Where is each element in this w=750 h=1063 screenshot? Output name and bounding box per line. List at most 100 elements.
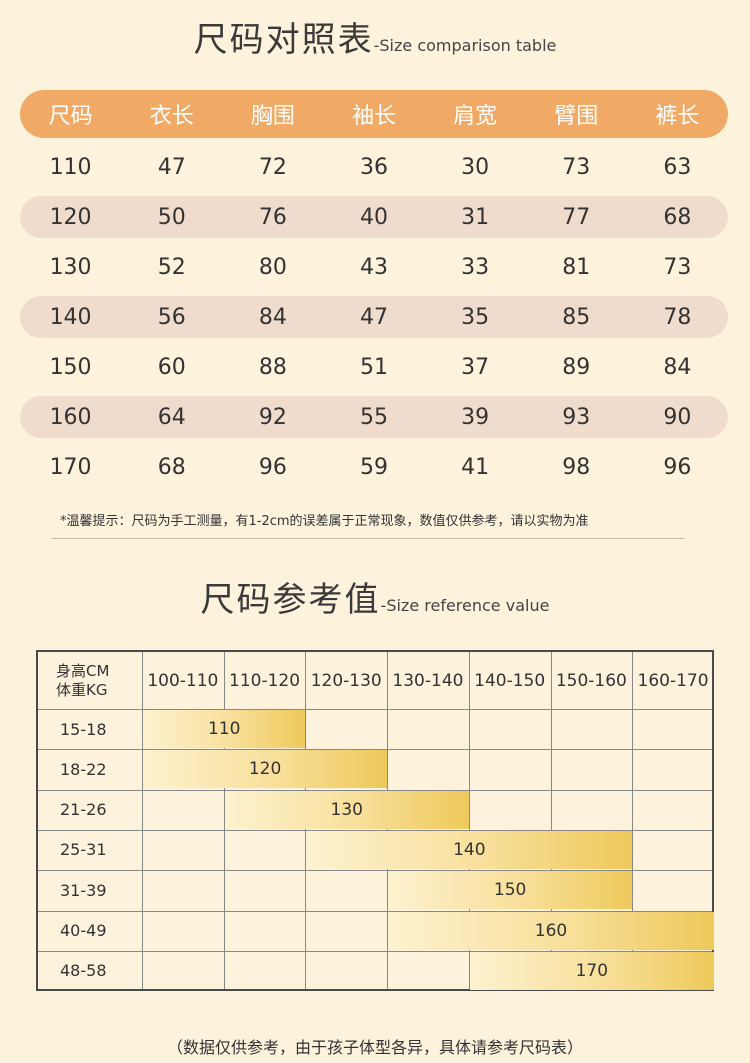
header-cell: 衣长: [149, 104, 194, 129]
table-row: 140 56 84 47 35 85 78: [20, 296, 728, 338]
table-row: 160 64 92 55 39 93 90: [20, 396, 728, 438]
height-range-header: 150-160: [555, 670, 627, 691]
table-cell: 60: [157, 354, 186, 380]
table-cell: 73: [562, 154, 591, 180]
table-cell: 68: [157, 454, 186, 480]
table-cell: 76: [258, 204, 287, 230]
height-range-header: 110-120: [229, 670, 301, 691]
table-cell: 78: [663, 304, 692, 330]
table-cell: 47: [359, 304, 388, 330]
table-cell: 92: [258, 404, 287, 430]
recommended-size-bar: 150: [388, 871, 633, 910]
table-cell: 93: [562, 404, 591, 430]
table-cell: 41: [461, 454, 490, 480]
table-cell: 77: [562, 204, 591, 230]
measurement-note: *温馨提示：尺码为手工测量，有1-2cm的误差属于正常现象，数值仅供参考，请以实…: [60, 514, 589, 529]
table-cell: 160: [49, 404, 92, 430]
table-cell: 96: [663, 454, 692, 480]
header-cell: 尺码: [48, 104, 93, 129]
grid-horizontal-line: [38, 870, 712, 872]
table-cell: 40: [359, 204, 388, 230]
table-cell: 96: [258, 454, 287, 480]
grid-horizontal-line: [38, 910, 712, 912]
weight-range-label: 31-39: [60, 880, 107, 900]
table-cell: 81: [562, 254, 591, 280]
height-axis-label: 身高CM: [56, 661, 110, 680]
table-cell: 110: [49, 154, 92, 180]
recommended-size-bar: 140: [306, 830, 633, 869]
height-range-header: 120-130: [310, 670, 382, 691]
table-cell: 80: [258, 254, 287, 280]
size-comparison-title-en: -Size comparison table: [373, 36, 557, 55]
header-cell: 胸围: [250, 104, 295, 129]
table-cell: 50: [157, 204, 186, 230]
grid-vertical-line: [468, 652, 470, 989]
weight-range-label: 48-58: [60, 961, 107, 981]
table-row: 150 60 88 51 37 89 84: [20, 346, 728, 388]
header-cell: 袖长: [351, 104, 396, 129]
table-cell: 37: [461, 354, 490, 380]
height-range-header: 130-140: [392, 670, 464, 691]
size-reference-title-en: -Size reference value: [380, 596, 550, 615]
grid-horizontal-line: [38, 829, 712, 831]
table-header: 尺码 衣长 胸围 袖长 肩宽 臂围 裤长: [20, 90, 728, 138]
table-cell: 63: [663, 154, 692, 180]
size-comparison-title: 尺码对照表-Size comparison table: [0, 12, 750, 61]
table-cell: 120: [49, 204, 92, 230]
table-cell: 35: [461, 304, 490, 330]
table-cell: 39: [461, 404, 490, 430]
table-cell: 30: [461, 154, 490, 180]
weight-axis-label: 体重KG: [56, 680, 108, 699]
table-cell: 43: [359, 254, 388, 280]
table-cell: 56: [157, 304, 186, 330]
grid-vertical-line: [223, 652, 225, 989]
size-reference-grid: 身高CM 体重KG 100-110 110-120 120-130 130-140 14…: [36, 650, 714, 991]
grid-vertical-line: [550, 652, 552, 989]
table-cell: 89: [562, 354, 591, 380]
grid-corner-label: 身高CM 体重KG: [38, 652, 142, 709]
table-cell: 33: [461, 254, 490, 280]
table-cell: 64: [157, 404, 186, 430]
grid-vertical-line: [632, 652, 634, 989]
recommended-size-bar: 130: [224, 790, 469, 829]
table-cell: 90: [663, 404, 692, 430]
table-cell: 59: [359, 454, 388, 480]
table-cell: 84: [258, 304, 287, 330]
table-cell: 170: [49, 454, 92, 480]
table-cell: 72: [258, 154, 287, 180]
table-cell: 47: [157, 154, 186, 180]
recommended-size-bar: 120: [143, 750, 388, 789]
table-row: 130 52 80 43 33 81 73: [20, 246, 728, 288]
grid-vertical-line: [142, 652, 143, 989]
height-range-header: 140-150: [474, 670, 546, 691]
grid-horizontal-line: [38, 749, 712, 751]
header-cell: 裤长: [655, 104, 700, 129]
weight-range-label: 40-49: [60, 921, 107, 940]
table-cell: 140: [49, 304, 92, 330]
grid-horizontal-line: [38, 709, 712, 710]
table-cell: 55: [359, 404, 388, 430]
header-cell: 臂围: [554, 104, 599, 129]
table-cell: 85: [562, 304, 591, 330]
table-row: 170 68 96 59 41 98 96: [20, 446, 728, 488]
table-body: 110 47 72 36 30 73 63 120 50 76 40 31 77 68 130 52 80 43 3…: [20, 146, 728, 488]
grid-horizontal-line: [38, 789, 712, 791]
table-cell: 73: [663, 254, 692, 280]
grid-horizontal-line: [38, 950, 712, 952]
header-cell: 肩宽: [453, 104, 498, 129]
table-cell: 68: [663, 204, 692, 230]
table-cell: 130: [49, 254, 92, 280]
height-range-header: 100-110: [147, 670, 219, 691]
weight-range-label: 25-31: [60, 840, 107, 860]
table-row: 120 50 76 40 31 77 68: [20, 196, 728, 238]
table-cell: 52: [157, 254, 186, 280]
recommended-size-bar: 170: [469, 951, 714, 990]
table-cell: 36: [359, 154, 388, 180]
size-reference-title: 尺码参考值-Size reference value: [0, 572, 750, 621]
recommended-size-bar: 110: [143, 710, 306, 748]
divider: [52, 538, 684, 539]
table-cell: 150: [49, 354, 92, 380]
table-cell: 88: [258, 354, 287, 380]
reference-footnote: （数据仅供参考，由于孩子体型各异，具体请参考尺码表）: [166, 1038, 583, 1057]
recommended-size-bar: 160: [388, 911, 714, 950]
